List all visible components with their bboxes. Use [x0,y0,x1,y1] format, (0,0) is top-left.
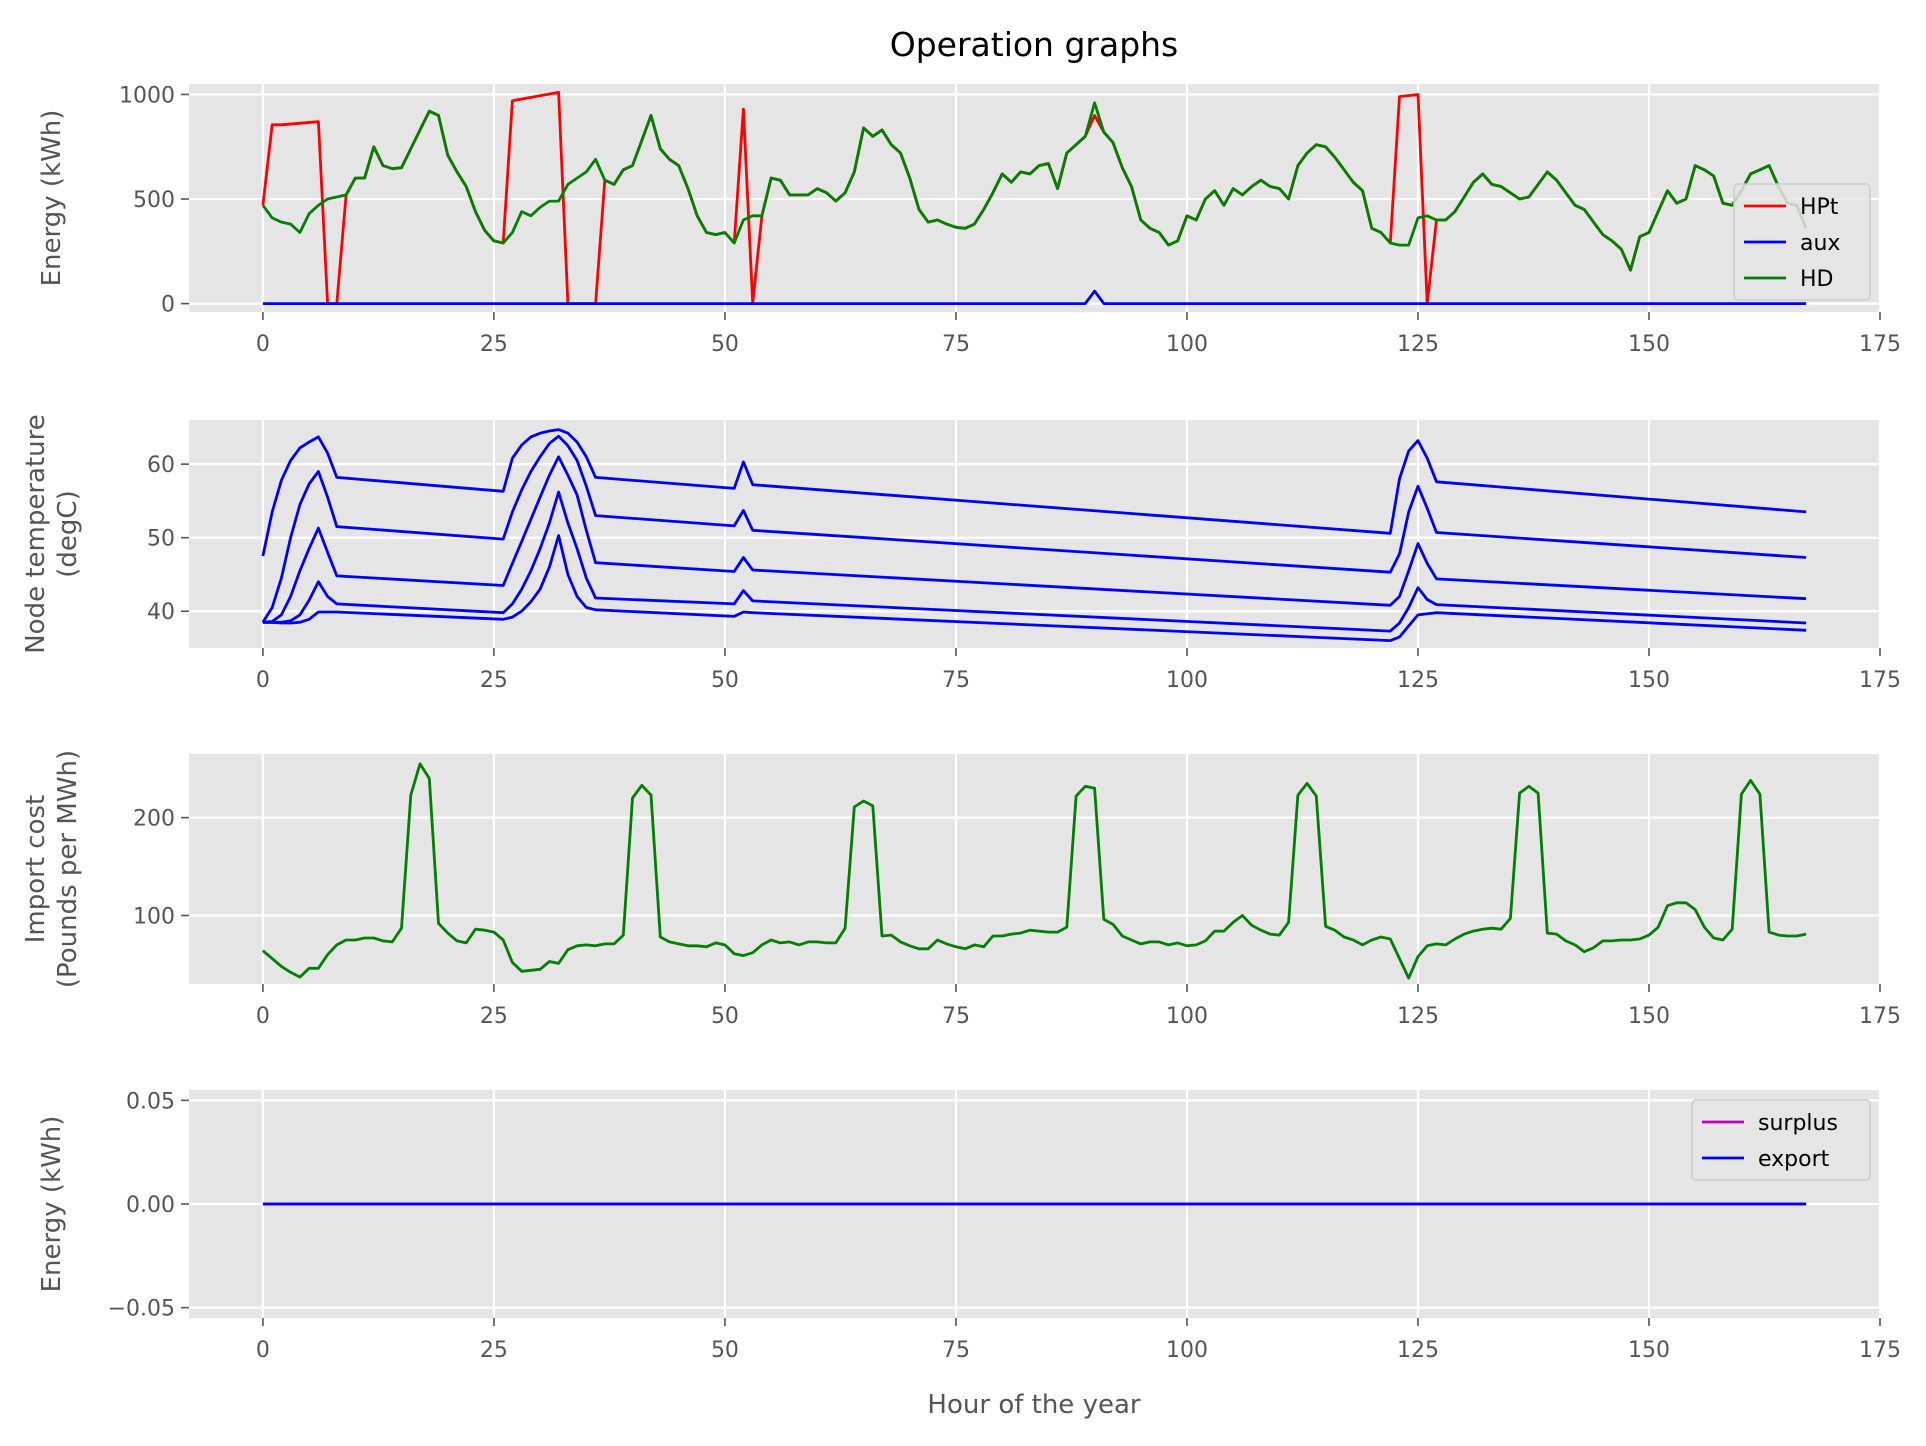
y-tick-label: 500 [133,188,175,213]
x-tick-label: 0 [256,668,270,693]
x-tick-label: 75 [942,1338,970,1363]
y-tick-label: 0.05 [126,1089,175,1114]
x-tick-label: 25 [480,1004,508,1029]
x-tick-label: 25 [480,1338,508,1363]
x-tick-label: 75 [942,1004,970,1029]
y-tick-label: 100 [133,904,175,929]
x-tick-label: 175 [1859,1338,1901,1363]
x-tick-label: 125 [1397,1004,1439,1029]
legend-frame [1691,1099,1871,1181]
x-tick-label: 0 [256,1004,270,1029]
subplot-3: 0 25 50 75 100 125 150 175 100 200 Import cost (Pou… [21,750,1901,1029]
x-tick-label: 50 [711,332,739,357]
series-line-node-5 [262,534,1807,642]
x-tick-label: 150 [1628,332,1670,357]
x-tick-label: 25 [480,668,508,693]
legend-label-HPt: HPt [1800,195,1839,220]
y-tick-label: 60 [147,453,175,478]
x-tick-label: 50 [711,668,739,693]
x-tick-label: 150 [1628,668,1670,693]
legend-label-HD: HD [1800,267,1833,292]
x-tick-label: 150 [1628,1338,1670,1363]
y-axis-label: Node temperature [21,414,51,654]
y-axis-label: Energy (kWh) [37,110,67,287]
x-tick-label: 75 [942,668,970,693]
y-axis-label: (Pounds per MWh) [53,750,83,988]
subplot-2: 0 25 50 75 100 125 150 175 40 50 60 Node temperatur… [21,414,1901,693]
subplot-1: 0 25 50 75 100 125 150 175 0 500 1000 Energy (kWh) H… [37,83,1901,357]
legend: surplus export [1691,1099,1871,1181]
x-tick-label: 0 [256,332,270,357]
x-tick-label: 50 [711,1338,739,1363]
x-tick-label: 50 [711,1004,739,1029]
x-tick-label: 0 [256,1338,270,1363]
y-tick-label: 50 [147,527,175,552]
x-tick-label: 100 [1166,332,1208,357]
x-tick-label: 175 [1859,1004,1901,1029]
x-tick-label: 175 [1859,332,1901,357]
legend-label-surplus: surplus [1758,1111,1838,1136]
series-line-node-1 [261,762,1807,980]
legend: HPt aux HD [1733,183,1871,301]
legend-label-aux: aux [1800,231,1840,256]
x-tick-label: 100 [1166,1004,1208,1029]
x-tick-label: 150 [1628,1004,1670,1029]
series-line-node-1 [261,428,1807,557]
series-line-HD [261,101,1808,272]
series-line-aux [262,289,1807,305]
x-axis-label: Hour of the year [927,1390,1140,1420]
y-axis-label: (degC) [53,490,83,577]
x-tick-label: 125 [1397,668,1439,693]
y-axis-label: Energy (kWh) [37,1116,67,1293]
x-tick-label: 100 [1166,668,1208,693]
y-tick-label: 0.00 [126,1193,175,1218]
series-line-node-4 [262,490,1807,633]
legend-label-export: export [1758,1147,1830,1172]
y-tick-label: 40 [147,600,175,625]
series-line-node-2 [261,434,1807,624]
y-tick-label: 200 [133,807,175,832]
x-tick-label: 175 [1859,668,1901,693]
legend-frame [1733,183,1871,301]
y-tick-label: 0 [161,293,175,318]
plot-area [189,754,1880,984]
y-tick-label: 1000 [119,83,175,108]
figure-title: Operation graphs [890,25,1179,64]
subplot-4: 0 25 50 75 100 125 150 175 −0.05 0.00 0.05 Energy (… [37,1089,1901,1363]
y-tick-label: −0.05 [108,1297,175,1322]
x-tick-label: 25 [480,332,508,357]
y-axis-label: Import cost [21,795,51,944]
x-tick-label: 125 [1397,332,1439,357]
x-tick-label: 75 [942,332,970,357]
x-tick-label: 100 [1166,1338,1208,1363]
series-line-node-3 [262,455,1807,624]
x-tick-label: 125 [1397,1338,1439,1363]
